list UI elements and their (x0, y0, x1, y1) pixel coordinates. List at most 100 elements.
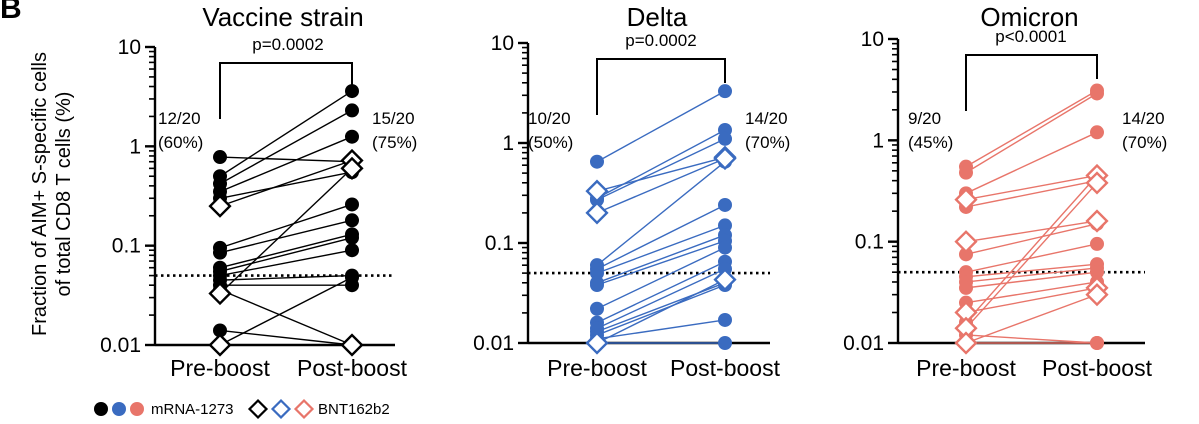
x-tick-label: Post-boost (670, 355, 781, 381)
data-point-mrna-1273 (213, 323, 227, 338)
paired-line (219, 171, 353, 199)
data-point-mrna-1273 (345, 243, 359, 258)
chart-panels: Vaccine strain 0.01 0.1 1 10 Pre-boost Post-bo… (100, 2, 1167, 381)
paired-line (596, 224, 726, 274)
paired-line (965, 293, 1098, 344)
paired-line (596, 240, 726, 286)
data-point-mrna-1273 (959, 247, 973, 262)
paired-line (596, 246, 726, 310)
paired-line (965, 223, 1098, 256)
paired-line (965, 220, 1098, 243)
paired-line (965, 182, 1098, 329)
post-responders-count: 15/20 (372, 109, 415, 128)
legend-label-bnt: BNT162b2 (318, 401, 390, 418)
data-point-bnt162b2 (208, 333, 232, 357)
data-point-bnt162b2 (208, 194, 232, 218)
data-point-bnt162b2 (713, 268, 737, 292)
paired-line (219, 156, 353, 163)
data-point-mrna-1273 (213, 150, 227, 165)
paired-line (965, 287, 1098, 314)
post-responders-percent: (75%) (372, 133, 417, 152)
legend-marker-bnt-red (293, 398, 315, 420)
legend-marker-mrna-red (130, 402, 144, 416)
data-point-bnt162b2 (1085, 283, 1109, 307)
paired-line (965, 174, 1098, 201)
data-point-bnt162b2 (954, 300, 978, 325)
data-point-bnt162b2 (208, 281, 232, 306)
data-point-bnt162b2 (954, 316, 978, 340)
y-tick-label: 0.01 (473, 332, 514, 355)
data-point-bnt162b2 (340, 156, 364, 180)
pre-responders-percent: (45%) (908, 133, 953, 152)
x-tick-label: Pre-boost (170, 355, 270, 381)
chart-title: Delta (627, 2, 688, 32)
paired-line (965, 281, 1098, 304)
data-point-mrna-1273 (345, 213, 359, 228)
pre-responders-count: 10/20 (528, 109, 571, 128)
x-tick-label: Pre-boost (916, 355, 1016, 381)
pre-responders-count: 9/20 (908, 109, 941, 128)
paired-line (965, 131, 1098, 194)
data-point-mrna-1273 (1090, 336, 1104, 350)
significance-bracket (219, 62, 353, 119)
data-point-mrna-1273 (345, 197, 359, 212)
paired-line (219, 289, 353, 346)
paired-line (596, 138, 726, 201)
panel-letter: B (0, 0, 22, 25)
data-point-bnt162b2 (954, 331, 978, 355)
y-axis-label-line1: Fraction of AIM+ S-specific cells (29, 52, 51, 336)
p-value-label: p=0.0002 (625, 31, 696, 50)
p-value-label: p=0.0002 (252, 35, 323, 54)
pre-responders-percent: (60%) (158, 133, 203, 152)
y-tick-label: 0.1 (112, 235, 141, 258)
data-point-mrna-1273 (345, 84, 359, 99)
paired-line (596, 90, 726, 163)
pre-responders-count: 12/20 (158, 109, 201, 128)
y-tick-label: 0.1 (485, 232, 514, 255)
significance-bracket (965, 54, 1098, 111)
y-tick-label: 1 (129, 135, 141, 158)
paired-line (219, 276, 353, 346)
pre-responders-percent: (50%) (528, 133, 573, 152)
y-axis-label-line2: of total CD8 T cells (%) (53, 92, 75, 297)
paired-line (596, 268, 726, 330)
paired-line (596, 129, 726, 199)
data-point-mrna-1273 (345, 270, 359, 285)
chart-title: Vaccine strain (202, 2, 363, 32)
p-value-label: p<0.0001 (995, 27, 1066, 46)
significance-bracket (596, 58, 726, 115)
paired-line (219, 136, 353, 193)
paired-line (219, 233, 353, 269)
paired-line (965, 334, 1098, 344)
paired-line (965, 263, 1098, 278)
legend: mRNA-1273 BNT162b2 (94, 398, 390, 420)
paired-line (596, 261, 726, 324)
y-tick-label: 1 (872, 129, 884, 152)
chart-panel-0: Vaccine strain 0.01 0.1 1 10 Pre-boost Post-bo… (100, 2, 417, 381)
data-point-bnt162b2 (954, 188, 978, 212)
paired-line (965, 243, 1098, 273)
y-tick-label: 10 (118, 36, 141, 59)
data-point-mrna-1273 (959, 165, 973, 180)
paired-line (219, 249, 353, 277)
data-point-mrna-1273 (590, 278, 604, 293)
post-responders-percent: (70%) (1122, 133, 1167, 152)
data-point-mrna-1273 (718, 218, 732, 233)
data-point-bnt162b2 (713, 146, 737, 171)
y-tick-label: 1 (502, 132, 514, 155)
paired-line (965, 92, 1098, 174)
paired-line (596, 234, 726, 284)
data-point-bnt162b2 (1085, 209, 1109, 233)
data-point-mrna-1273 (590, 301, 604, 316)
post-responders-count: 14/20 (1122, 109, 1165, 128)
paired-line (219, 329, 353, 346)
paired-line (219, 219, 353, 254)
post-responders-percent: (70%) (745, 133, 790, 152)
data-point-mrna-1273 (1090, 265, 1104, 280)
chart-title: Omicron (980, 2, 1078, 32)
paired-line (596, 284, 726, 336)
data-point-mrna-1273 (1090, 86, 1104, 101)
legend-marker-mrna-blue (112, 402, 126, 416)
data-point-mrna-1273 (718, 312, 732, 327)
data-point-mrna-1273 (345, 230, 359, 245)
